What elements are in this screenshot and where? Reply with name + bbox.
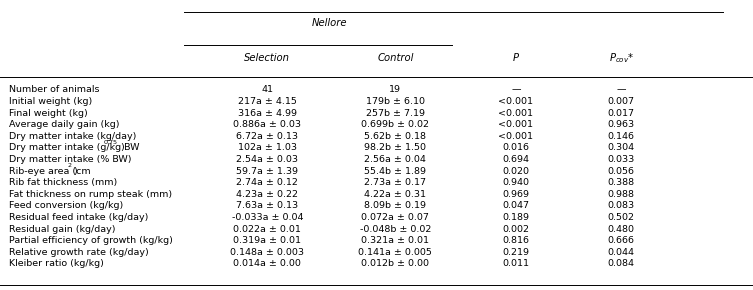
Text: —: — [617,85,626,95]
Text: 0.189: 0.189 [502,213,529,222]
Text: —: — [511,85,520,95]
Text: 98.2b ± 1.50: 98.2b ± 1.50 [364,143,426,153]
Text: Relative growth rate (kg/day): Relative growth rate (kg/day) [9,248,149,257]
Text: 0.017: 0.017 [608,108,635,118]
Text: 6.72a ± 0.13: 6.72a ± 0.13 [236,132,298,141]
Text: 19: 19 [389,85,401,95]
Text: Residual feed intake (kg/day): Residual feed intake (kg/day) [9,213,148,222]
Text: -0.033a ± 0.04: -0.033a ± 0.04 [232,213,303,222]
Text: <0.001: <0.001 [498,97,533,106]
Text: 0.012b ± 0.00: 0.012b ± 0.00 [361,259,429,269]
Text: 0.75: 0.75 [104,140,118,145]
Text: 0.940: 0.940 [502,178,529,187]
Text: 0.022a ± 0.01: 0.022a ± 0.01 [233,224,301,234]
Text: 4.23a ± 0.22: 4.23a ± 0.22 [236,190,298,199]
Text: Dry matter intake (g/kg BW: Dry matter intake (g/kg BW [9,143,139,153]
Text: Average daily gain (kg): Average daily gain (kg) [9,120,120,129]
Text: Initial weight (kg): Initial weight (kg) [9,97,93,106]
Text: Fat thickness on rump steak (mm): Fat thickness on rump steak (mm) [9,190,172,199]
Text: 0.083: 0.083 [608,201,635,211]
Text: 7.63a ± 0.13: 7.63a ± 0.13 [236,201,298,211]
Text: 0.816: 0.816 [502,236,529,245]
Text: Rib-eye area (cm: Rib-eye area (cm [9,166,90,176]
Text: 0.988: 0.988 [608,190,635,199]
Text: Control: Control [377,53,413,63]
Text: 0.699b ± 0.02: 0.699b ± 0.02 [361,120,429,129]
Text: Dry matter intake (kg/day): Dry matter intake (kg/day) [9,132,136,141]
Text: 55.4b ± 1.89: 55.4b ± 1.89 [364,166,426,176]
Text: 0.007: 0.007 [608,97,635,106]
Text: 0.666: 0.666 [608,236,635,245]
Text: Kleiber ratio (kg/kg): Kleiber ratio (kg/kg) [9,259,104,269]
Text: Partial efficiency of growth (kg/kg): Partial efficiency of growth (kg/kg) [9,236,173,245]
Text: -0.048b ± 0.02: -0.048b ± 0.02 [360,224,431,234]
Text: 0.020: 0.020 [502,166,529,176]
Text: <0.001: <0.001 [498,108,533,118]
Text: 0.963: 0.963 [608,120,635,129]
Text: 0.146: 0.146 [608,132,635,141]
Text: <0.001: <0.001 [498,132,533,141]
Text: 0.321a ± 0.01: 0.321a ± 0.01 [361,236,429,245]
Text: 179b ± 6.10: 179b ± 6.10 [366,97,425,106]
Text: 0.056: 0.056 [608,166,635,176]
Text: 257b ± 7.19: 257b ± 7.19 [366,108,425,118]
Text: 0.084: 0.084 [608,259,635,269]
Text: 0.011: 0.011 [502,259,529,269]
Text: 0.072a ± 0.07: 0.072a ± 0.07 [361,213,429,222]
Text: 0.319a ± 0.01: 0.319a ± 0.01 [233,236,301,245]
Text: 0.304: 0.304 [608,143,635,153]
Text: ): ) [74,166,78,176]
Text: 41: 41 [261,85,273,95]
Text: 0.047: 0.047 [502,201,529,211]
Text: 0.886a ± 0.03: 0.886a ± 0.03 [233,120,301,129]
Text: Number of animals: Number of animals [9,85,99,95]
Text: 2.73a ± 0.17: 2.73a ± 0.17 [364,178,426,187]
Text: 0.148a ± 0.003: 0.148a ± 0.003 [230,248,304,257]
Text: Feed conversion (kg/kg): Feed conversion (kg/kg) [9,201,123,211]
Text: Rib fat thickness (mm): Rib fat thickness (mm) [9,178,117,187]
Text: P: P [513,53,519,63]
Text: 316a ± 4.99: 316a ± 4.99 [238,108,297,118]
Text: 4.22a ± 0.31: 4.22a ± 0.31 [364,190,426,199]
Text: 5.62b ± 0.18: 5.62b ± 0.18 [364,132,426,141]
Text: P$_{\mathregular{cov}}$*: P$_{\mathregular{cov}}$* [608,51,634,65]
Text: 0.033: 0.033 [608,155,635,164]
Text: 0.480: 0.480 [608,224,635,234]
Text: Final weight (kg): Final weight (kg) [9,108,88,118]
Text: 217a ± 4.15: 217a ± 4.15 [238,97,297,106]
Text: 2.56a ± 0.04: 2.56a ± 0.04 [364,155,426,164]
Text: 0.002: 0.002 [502,224,529,234]
Text: 0.141a ± 0.005: 0.141a ± 0.005 [358,248,432,257]
Text: 0.502: 0.502 [608,213,635,222]
Text: 102a ± 1.03: 102a ± 1.03 [238,143,297,153]
Text: 0.016: 0.016 [502,143,529,153]
Text: 2.54a ± 0.03: 2.54a ± 0.03 [236,155,298,164]
Text: 2.74a ± 0.12: 2.74a ± 0.12 [236,178,298,187]
Text: 0.694: 0.694 [502,155,529,164]
Text: <0.001: <0.001 [498,120,533,129]
Text: Residual gain (kg/day): Residual gain (kg/day) [9,224,115,234]
Text: 8.09b ± 0.19: 8.09b ± 0.19 [364,201,426,211]
Text: 0.014a ± 0.00: 0.014a ± 0.00 [233,259,301,269]
Text: 0.044: 0.044 [608,248,635,257]
Text: 0.969: 0.969 [502,190,529,199]
Text: 0.388: 0.388 [608,178,635,187]
Text: 59.7a ± 1.39: 59.7a ± 1.39 [236,166,298,176]
Text: 0.219: 0.219 [502,248,529,257]
Text: ): ) [120,143,124,153]
Text: 2: 2 [68,163,72,168]
Text: Selection: Selection [244,53,291,63]
Text: Dry matter intake (% BW): Dry matter intake (% BW) [9,155,132,164]
Text: Nellore: Nellore [312,18,348,28]
